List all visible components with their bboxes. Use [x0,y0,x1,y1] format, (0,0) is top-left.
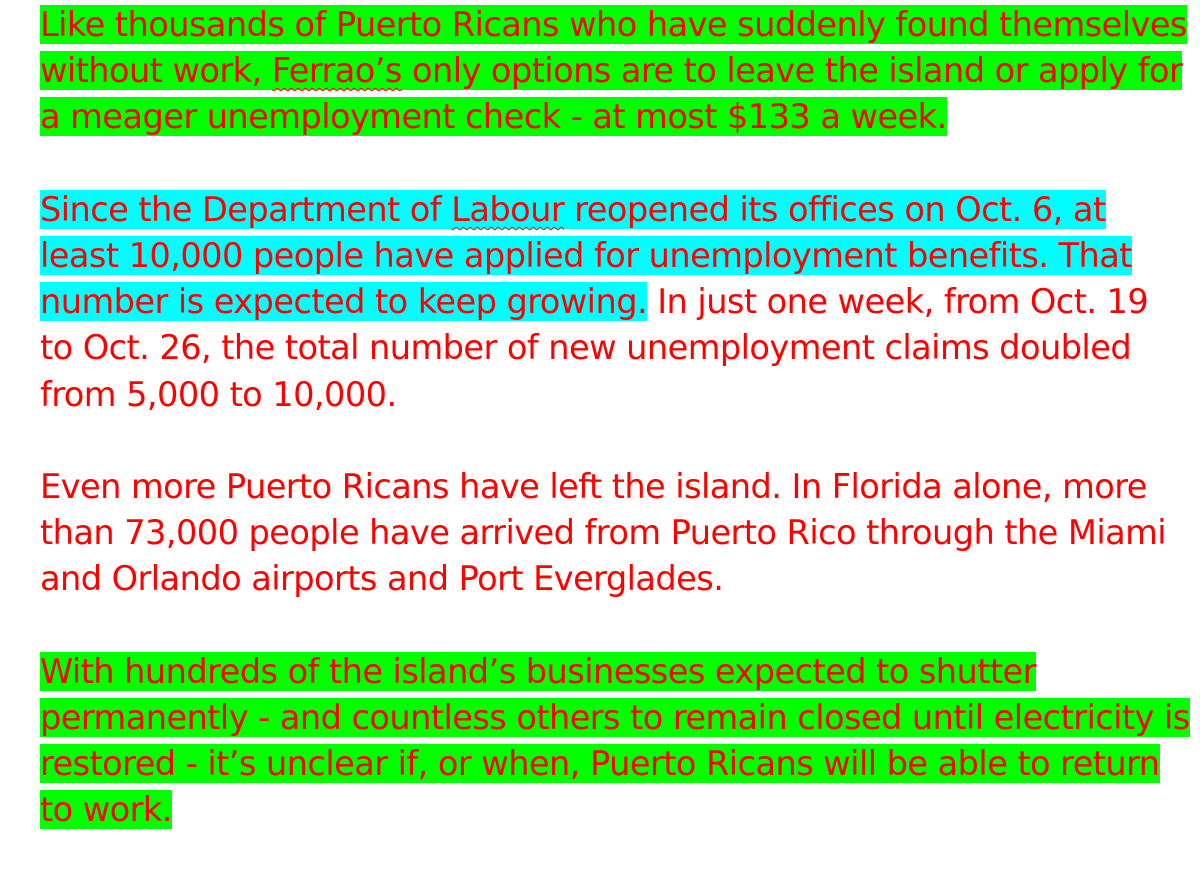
misspelled-word-ferrao[interactable]: Ferrao’s [271,51,403,91]
paragraph-3-text: Even more Puerto Ricans have left the is… [40,467,1167,599]
paragraph-ferrao-options: Like thousands of Puerto Ricans who have… [40,2,1190,141]
paragraph-2-highlight-before: Since the Department of [40,189,452,229]
paragraph-4-text: With hundreds of the island’s businesses… [40,651,1190,830]
paragraph-2-highlight-after: reopened its offices on Oct. 6, at least… [40,189,1132,322]
paragraph-labour-department: Since the Department of Labour reopened … [40,187,1190,418]
paragraph-businesses-shutter: With hundreds of the island’s businesses… [40,649,1190,834]
cyan-highlight: Since the Department of Labour reopened … [40,189,1132,322]
paragraph-2-plain-text: In just one week, from Oct. 19 to Oct. 2… [40,282,1149,414]
green-highlight: With hundreds of the island’s businesses… [40,651,1190,830]
green-highlight: Like thousands of Puerto Ricans who have… [40,5,1187,137]
paragraph-1-after-text: only options are to leave the island or … [40,51,1183,137]
document-body: Like thousands of Puerto Ricans who have… [40,2,1190,834]
paragraph-1-before-text: Like thousands of Puerto Ricans who have… [40,5,1187,91]
paragraph-florida-arrivals: Even more Puerto Ricans have left the is… [40,464,1190,603]
misspelled-word-labour[interactable]: Labour [451,189,565,229]
